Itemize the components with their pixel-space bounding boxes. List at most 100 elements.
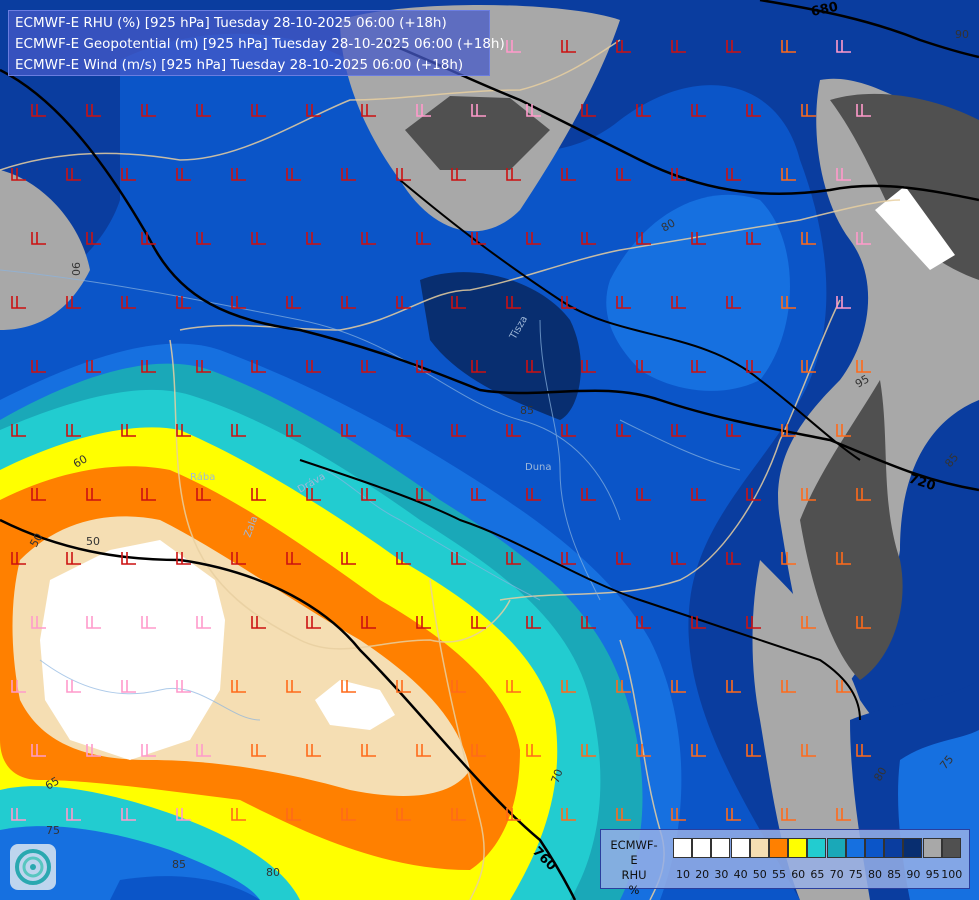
wind-barb-icon: [561, 680, 576, 693]
wind-barb-icon: [31, 232, 46, 245]
wind-barb-icon: [671, 40, 686, 53]
wind-barb-icon: [746, 232, 761, 245]
wind-barb-icon: [231, 424, 246, 437]
wind-barb-icon: [836, 424, 851, 437]
wind-barb-icon: [746, 744, 761, 757]
wind-barb-icon: [471, 488, 486, 501]
wind-barb-icon: [636, 232, 651, 245]
wind-barb-icon: [471, 104, 486, 117]
wind-barb-icon: [121, 296, 136, 309]
wind-barb-icon: [561, 168, 576, 181]
wind-barb-icon: [341, 296, 356, 309]
svg-text:85: 85: [520, 404, 534, 417]
legend-tick: 40: [733, 868, 748, 881]
svg-text:50: 50: [86, 535, 100, 548]
wind-barb-icon: [11, 296, 26, 309]
rhu-region-80: [606, 194, 790, 391]
wind-barb-icon: [451, 168, 466, 181]
legend-swatch: [845, 838, 865, 858]
wind-barb-icon: [726, 168, 741, 181]
legend-tick: 60: [791, 868, 806, 881]
legend-tick: 100: [941, 868, 963, 881]
wind-barb-icon: [121, 808, 136, 821]
wind-barb-icon: [196, 104, 211, 117]
wind-barb-icon: [836, 808, 851, 821]
wind-barb-icon: [616, 168, 631, 181]
wind-barb-icon: [231, 680, 246, 693]
wind-barb-icon: [31, 616, 46, 629]
wind-barb-icon: [341, 808, 356, 821]
wind-barb-icon: [581, 232, 596, 245]
rhu-white-right: [875, 186, 955, 270]
wind-barb-icon: [176, 808, 191, 821]
wind-barb-icon: [616, 552, 631, 565]
wind-barb-icon: [341, 168, 356, 181]
wind-barb-icon: [671, 552, 686, 565]
wind-barb-icon: [561, 296, 576, 309]
wind-barb-icon: [726, 680, 741, 693]
wind-barb-icon: [616, 808, 631, 821]
wind-barb-icon: [66, 552, 81, 565]
wind-barb-icon: [341, 680, 356, 693]
legend-tick: 95: [925, 868, 940, 881]
wind-barb-icon: [176, 168, 191, 181]
wind-barb-icon: [726, 296, 741, 309]
wind-barb-icon: [66, 424, 81, 437]
wind-barb-icon: [801, 616, 816, 629]
wind-barb-icon: [286, 168, 301, 181]
wind-barb-icon: [781, 168, 796, 181]
wind-barb-icon: [856, 360, 871, 373]
rivers: [0, 269, 741, 721]
legend-tick: 75: [848, 868, 863, 881]
wind-barb-icon: [231, 296, 246, 309]
wind-barb-icon: [561, 40, 576, 53]
wind-barb-icon: [856, 232, 871, 245]
wind-barb-icon: [616, 680, 631, 693]
wind-barb-icon: [66, 808, 81, 821]
wind-barb-icon: [86, 488, 101, 501]
wind-barb-icon: [416, 488, 431, 501]
wind-barb-icon: [141, 360, 156, 373]
wind-barb-icon: [286, 424, 301, 437]
wind-barb-icon: [801, 232, 816, 245]
wind-barb-icon: [141, 744, 156, 757]
wind-barb-icon: [396, 808, 411, 821]
svg-text:70: 70: [549, 767, 566, 785]
wind-barb-icon: [581, 744, 596, 757]
wind-barb-icon: [86, 616, 101, 629]
legend-swatch: [941, 838, 961, 858]
wind-barb-icon: [361, 104, 376, 117]
wind-barb-icon: [836, 40, 851, 53]
wind-barb-icon: [781, 552, 796, 565]
legend-swatch: [749, 838, 769, 858]
wind-barb-icon: [526, 616, 541, 629]
legend-title: ECMWF-E RHU %: [610, 838, 658, 897]
legend-swatch: [673, 838, 692, 858]
wind-barb-icon: [306, 104, 321, 117]
svg-text:80: 80: [659, 216, 678, 234]
wind-barb-icon: [781, 424, 796, 437]
wind-barb-icon: [176, 296, 191, 309]
legend-swatch: [711, 838, 731, 858]
wind-barb-icon: [286, 552, 301, 565]
svg-text:50: 50: [27, 531, 45, 550]
wind-barb-icon: [306, 360, 321, 373]
legend-tick: 20: [695, 868, 710, 881]
wind-barb-icon: [746, 104, 761, 117]
svg-text:90: 90: [69, 262, 82, 276]
wind-barb-icon: [361, 232, 376, 245]
wind-barb-icon: [11, 808, 26, 821]
wind-barb-icon: [66, 296, 81, 309]
wind-barb-icon: [671, 680, 686, 693]
wind-barb-icon: [416, 744, 431, 757]
legend-tick: 10: [676, 868, 690, 881]
wind-barb-icon: [691, 104, 706, 117]
wind-barb-icon: [396, 552, 411, 565]
wind-barb-icon: [196, 232, 211, 245]
wind-barb-icon: [801, 488, 816, 501]
wind-barb-icon: [691, 360, 706, 373]
svg-text:60: 60: [71, 452, 90, 470]
legend-tick: 30: [714, 868, 729, 881]
wind-barb-icon: [121, 424, 136, 437]
legend-swatch: [903, 838, 923, 858]
